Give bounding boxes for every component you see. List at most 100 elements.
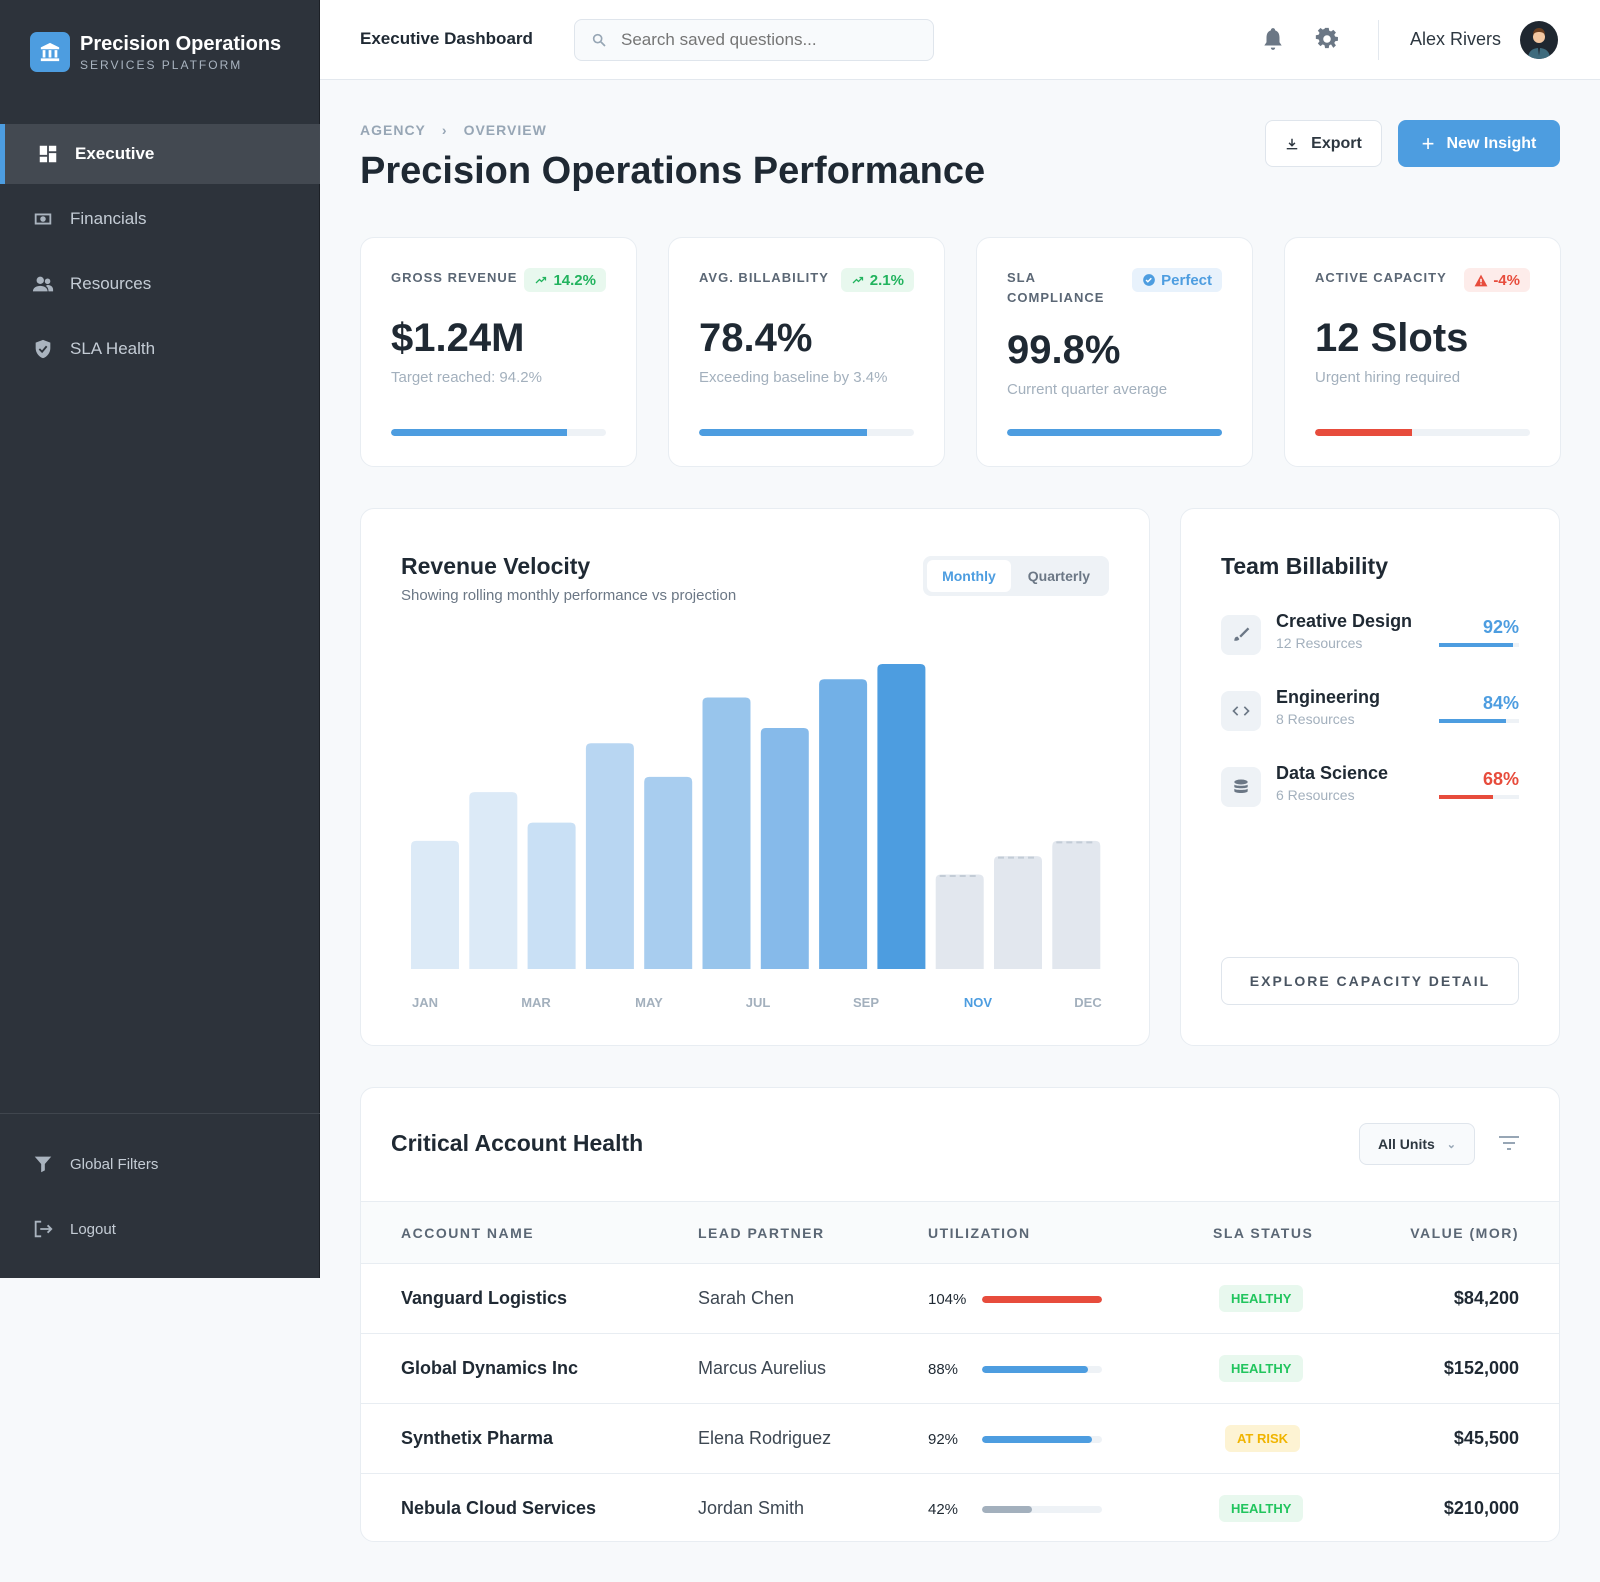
revenue-subtitle: Showing rolling monthly performance vs p…	[401, 587, 737, 604]
kpi-progress-fill	[699, 429, 867, 436]
utilization-value: 92%	[928, 1431, 959, 1448]
code-icon	[1221, 691, 1261, 731]
account-value: $210,000	[1443, 1498, 1519, 1519]
kpi-value: 99.8%	[1007, 328, 1121, 372]
kpi-progress-bar	[699, 429, 914, 436]
utilization-fill	[982, 1295, 1102, 1303]
bell-icon[interactable]	[1260, 26, 1286, 52]
gear-icon[interactable]	[1314, 26, 1340, 52]
account-value: $84,200	[1373, 1263, 1559, 1334]
breadcrumb-overview[interactable]: OVERVIEW	[463, 122, 547, 138]
team-resources: 8 Resources	[1276, 711, 1355, 727]
chart-bar[interactable]	[935, 874, 984, 969]
table-row[interactable]: Nebula Cloud Services Jordan Smith 42% H…	[361, 1474, 1559, 1542]
plus-icon: +	[1421, 130, 1435, 156]
sidebar-bottom: Global Filters Logout	[0, 1113, 320, 1264]
team-name: Engineering	[1276, 687, 1381, 707]
kpi-progress-bar	[1315, 429, 1530, 436]
utilization-cell: 42%	[928, 1474, 1213, 1542]
units-select[interactable]: All Units ⌄	[1359, 1123, 1475, 1165]
toggle-quarterly[interactable]: Quarterly	[1027, 568, 1090, 584]
chart-bar[interactable]	[644, 776, 693, 969]
sidebar-nav: Executive Financials Resources SLA Healt…	[0, 124, 320, 384]
table-row[interactable]: Global Dynamics Inc Marcus Aurelius 88% …	[361, 1333, 1559, 1404]
sidebar-item-label: SLA Health	[70, 339, 156, 358]
kpi-subtext: Urgent hiring required	[1315, 369, 1461, 386]
chart-bar[interactable]	[469, 792, 518, 969]
chart-bar[interactable]	[760, 728, 809, 969]
brand-title: Precision Operations	[80, 32, 282, 55]
kpi-badge: 14.2%	[524, 268, 606, 292]
toggle-monthly[interactable]: Monthly	[927, 560, 1011, 592]
sort-filter-icon[interactable]	[1498, 1134, 1520, 1152]
trend-up-icon	[851, 274, 865, 286]
explore-capacity-button[interactable]: EXPLORE CAPACITY DETAIL	[1221, 957, 1519, 1005]
team-row[interactable]: Creative Design 12 Resources 92%	[1221, 611, 1519, 661]
kpi-badge-text: 2.1%	[869, 271, 904, 289]
chart-bar[interactable]	[819, 679, 868, 969]
chart-bar[interactable]	[1052, 840, 1101, 969]
revenue-title: Revenue Velocity	[401, 553, 591, 579]
team-progress-bar	[1439, 795, 1519, 799]
sidebar-item-label: Financials	[70, 209, 147, 228]
team-progress-bar	[1439, 643, 1519, 647]
chart-bar[interactable]	[585, 743, 634, 969]
column-header: UTILIZATION	[928, 1201, 1213, 1264]
breadcrumb-agency[interactable]: AGENCY	[360, 122, 426, 138]
sidebar: Precision Operations SERVICES PLATFORM E…	[0, 0, 320, 1278]
account-name[interactable]: Synthetix Pharma	[361, 1403, 698, 1474]
chart-bar[interactable]	[702, 697, 751, 969]
chart-bar[interactable]	[994, 856, 1042, 969]
search-input[interactable]	[621, 30, 911, 50]
table-row[interactable]: Synthetix Pharma Elena Rodriguez 92% AT …	[361, 1403, 1559, 1474]
account-value: $152,000	[1373, 1333, 1559, 1404]
chart-bar[interactable]	[877, 664, 926, 969]
team-percent: 84%	[1482, 693, 1519, 713]
column-header: ACCOUNT NAME	[361, 1201, 698, 1264]
sidebar-item-sla-health[interactable]: SLA Health	[0, 319, 320, 379]
team-percent: 92%	[1482, 617, 1519, 637]
table-row[interactable]: Vanguard Logistics Sarah Chen 104% HEALT…	[361, 1263, 1559, 1334]
kpi-card: ACTIVE CAPACITY -4% 12 Slots Urgent hiri…	[1284, 237, 1561, 467]
account-value: $45,500	[1373, 1403, 1559, 1474]
utilization-bar	[982, 1295, 1102, 1303]
kpi-card: AVG. BILLABILITY 2.1% 78.4% Exceeding ba…	[668, 237, 945, 467]
column-header: VALUE (MOR)	[1373, 1201, 1559, 1264]
team-name: Data Science	[1276, 763, 1389, 783]
team-row[interactable]: Engineering 8 Resources 84%	[1221, 687, 1519, 737]
chevron-right-icon: ›	[441, 122, 448, 138]
export-button[interactable]: Export	[1265, 120, 1382, 167]
global-filters-button[interactable]: Global Filters	[0, 1134, 320, 1194]
account-name[interactable]: Vanguard Logistics	[361, 1263, 698, 1334]
search-box[interactable]	[574, 19, 934, 61]
kpi-value: 78.4%	[699, 316, 813, 360]
team-row[interactable]: Data Science 6 Resources 68%	[1221, 763, 1519, 813]
brand: Precision Operations SERVICES PLATFORM	[30, 32, 281, 72]
kpi-badge: Perfect	[1132, 268, 1222, 292]
sidebar-item-resources[interactable]: Resources	[0, 254, 320, 314]
sidebar-item-financials[interactable]: Financials	[0, 189, 320, 249]
kpi-label: GROSS REVENUE	[391, 270, 518, 285]
avatar[interactable]	[1520, 21, 1558, 59]
team-progress-fill	[1439, 719, 1507, 723]
user-name[interactable]: Alex Rivers	[1410, 29, 1502, 49]
column-header: SLA STATUS	[1213, 1201, 1373, 1264]
status-badge: HEALTHY	[1219, 1495, 1304, 1523]
sla-status-cell: HEALTHY	[1213, 1333, 1373, 1404]
sidebar-item-executive[interactable]: Executive	[0, 124, 320, 184]
account-health-card: Critical Account Health All Units ⌄ ACCOU…	[360, 1087, 1560, 1542]
team-resources: 12 Resources	[1276, 635, 1363, 651]
chart-bar[interactable]	[411, 840, 459, 969]
x-tick-label: JAN	[412, 995, 438, 1010]
account-name[interactable]: Global Dynamics Inc	[361, 1333, 698, 1404]
chart-bar[interactable]	[527, 822, 576, 969]
new-insight-button[interactable]: + New Insight	[1398, 120, 1560, 167]
account-name[interactable]: Nebula Cloud Services	[401, 1498, 597, 1519]
trend-up-icon	[534, 274, 548, 286]
dashboard-icon	[39, 145, 57, 163]
logout-button[interactable]: Logout	[0, 1199, 320, 1259]
filter-icon	[34, 1156, 52, 1173]
x-tick-label: MAR	[521, 995, 551, 1010]
lead-partner: Marcus Aurelius	[698, 1333, 928, 1404]
sidebar-item-label: Global Filters	[70, 1155, 159, 1173]
